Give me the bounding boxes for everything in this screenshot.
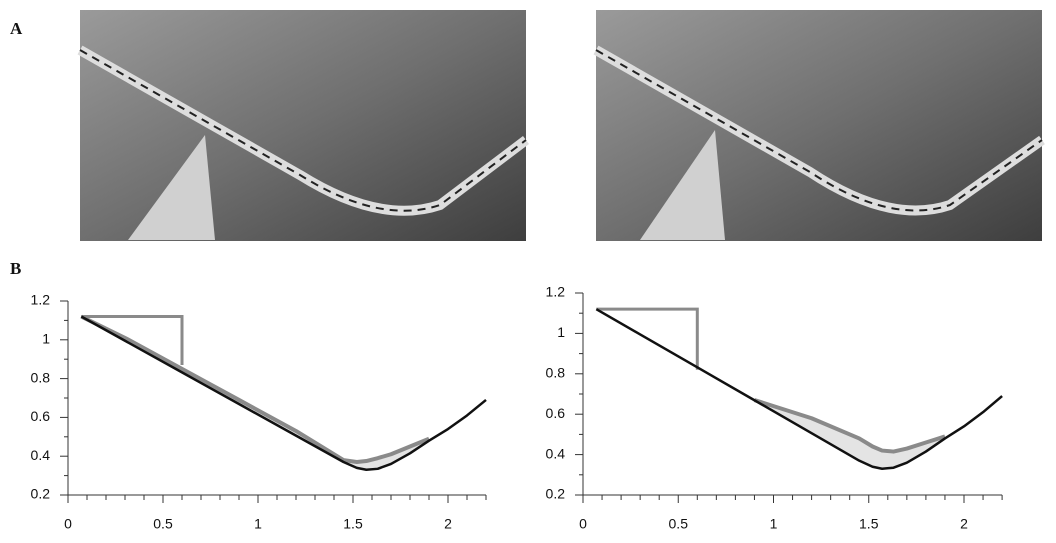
panel-label: B [10, 259, 21, 278]
x-tick-label: 2 [960, 516, 968, 532]
flow-surface [753, 398, 946, 454]
y-tick-label: 0.4 [31, 447, 51, 463]
reservoir-outline [596, 307, 699, 370]
bed-line [595, 308, 1003, 470]
flow-area [81, 316, 430, 470]
x-tick-label: 0.5 [153, 516, 173, 532]
photo [77, 10, 530, 241]
x-tick-label: 2 [444, 516, 452, 532]
bed-line [80, 315, 487, 472]
y-tick-label: 0.2 [31, 486, 51, 502]
y-tick-label: 1 [557, 324, 565, 340]
x-tick-label: 0.5 [669, 516, 689, 532]
y-tick-label: 1 [42, 331, 50, 347]
x-tick-label: 1.5 [859, 516, 879, 532]
x-tick-label: 1 [254, 516, 262, 532]
x-tick-label: 0 [579, 516, 587, 532]
x-tick-label: 1 [770, 516, 778, 532]
y-tick-label: 1.2 [546, 284, 566, 300]
x-tick-label: 1.5 [343, 516, 363, 532]
y-tick-label: 0.8 [546, 365, 566, 381]
y-tick-label: 0.6 [31, 408, 51, 424]
y-tick-label: 0.8 [31, 369, 51, 385]
y-tick-label: 0.2 [546, 486, 566, 502]
reservoir-outline [81, 315, 184, 366]
x-tick-label: 0 [64, 516, 72, 532]
photo [593, 10, 1045, 241]
panel-label: A [10, 19, 23, 38]
y-tick-label: 1.2 [31, 292, 51, 308]
flow-surface [80, 314, 430, 465]
y-tick-label: 0.4 [546, 445, 566, 461]
y-tick-label: 0.6 [546, 405, 566, 421]
